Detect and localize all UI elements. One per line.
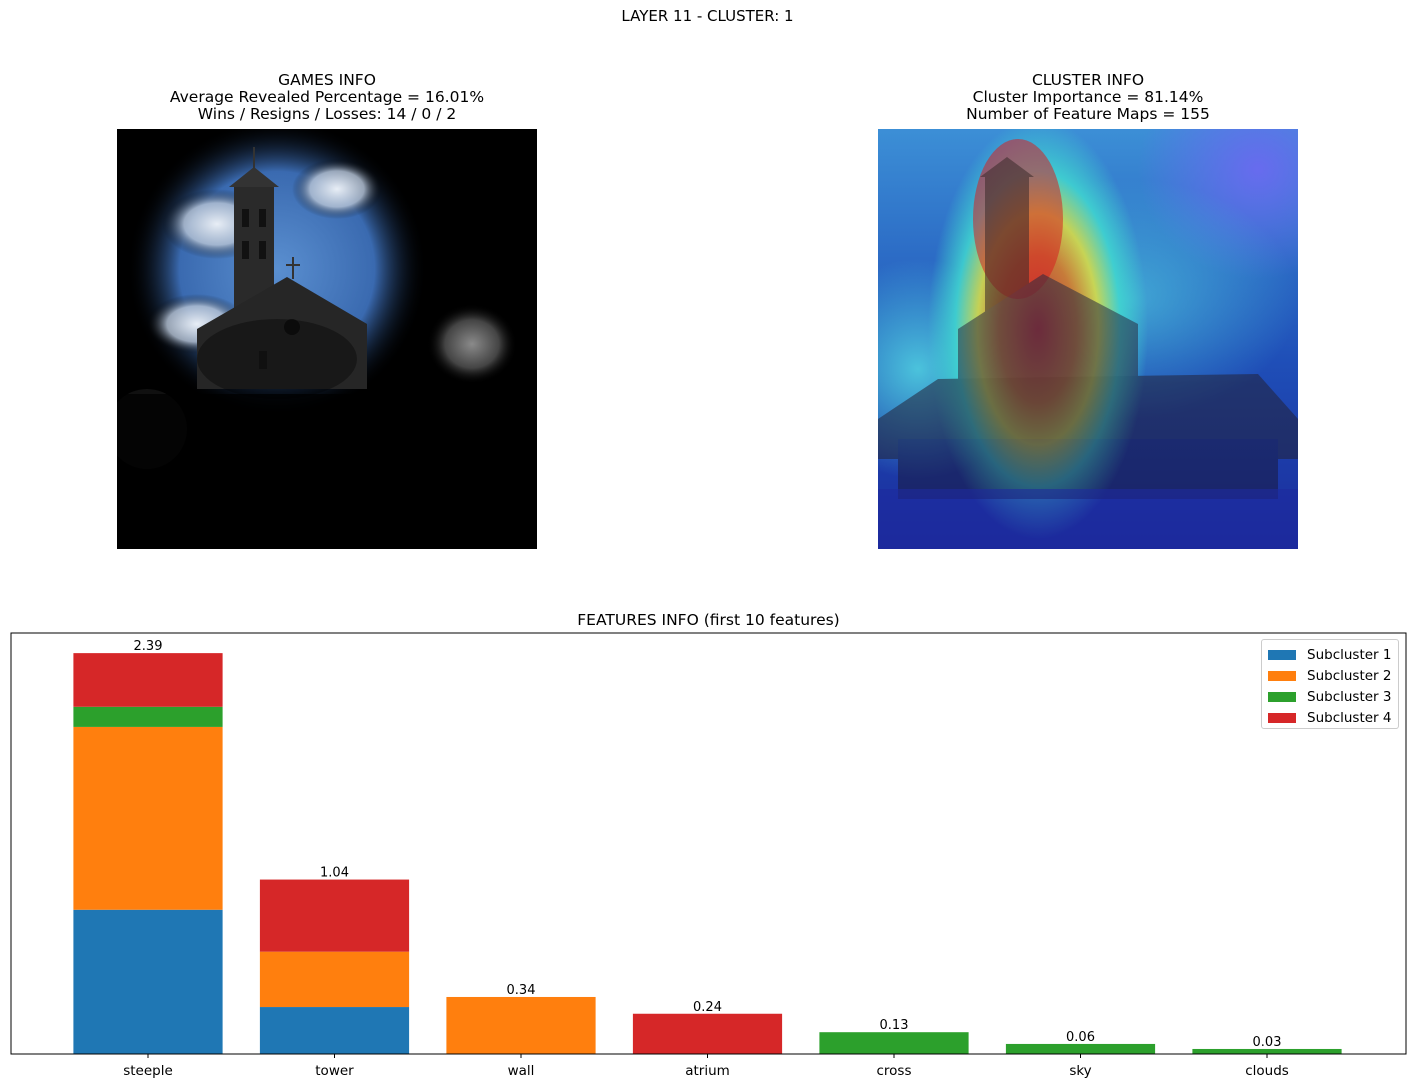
average-revealed-percentage: Average Revealed Percentage = 16.01% — [169, 88, 485, 106]
bar-total-label: 0.03 — [1253, 1035, 1282, 1050]
games-info-title: GAMES INFO Average Revealed Percentage =… — [117, 72, 537, 123]
bar-total-label: 1.04 — [320, 866, 349, 881]
legend-swatch-subcluster-1 — [1268, 649, 1296, 660]
bar-tower-subcluster-4 — [259, 879, 410, 952]
x-tick-label: atrium — [685, 1063, 730, 1079]
cluster-importance: Cluster Importance = 81.14% — [972, 88, 1204, 106]
games-info-heading: GAMES INFO — [278, 71, 376, 89]
legend-item-subcluster-3: Subcluster 3 — [1268, 686, 1392, 707]
plot-frame — [10, 632, 1407, 1055]
x-tick-label: wall — [508, 1063, 535, 1079]
bar-tower-subcluster-2 — [259, 951, 410, 1008]
bar-total-label: 0.24 — [693, 1000, 722, 1015]
bar-steeple-subcluster-3 — [73, 706, 223, 727]
bar-total-label: 0.34 — [507, 983, 536, 998]
bar-tower-subcluster-1 — [259, 1007, 410, 1054]
legend-item-subcluster-2: Subcluster 2 — [1268, 665, 1392, 686]
bar-wall-subcluster-2 — [446, 996, 596, 1054]
bar-total-label: 2.39 — [134, 639, 163, 654]
bar-atrium-subcluster-4 — [632, 1013, 783, 1054]
bar-total-label: 0.13 — [880, 1018, 909, 1033]
legend-item-subcluster-1: Subcluster 1 — [1268, 644, 1392, 665]
legend-label: Subcluster 1 — [1307, 646, 1392, 663]
legend-swatch-subcluster-2 — [1268, 670, 1296, 681]
bar-total-label: 0.06 — [1066, 1030, 1095, 1045]
cluster-info-heading: CLUSTER INFO — [1031, 71, 1145, 89]
legend-label: Subcluster 3 — [1307, 688, 1392, 705]
x-tick-label: clouds — [1245, 1063, 1289, 1079]
bar-steeple-subcluster-1 — [73, 909, 223, 1054]
bar-steeple-subcluster-2 — [73, 726, 223, 910]
bar-sky-subcluster-3 — [1005, 1043, 1156, 1054]
legend-swatch-subcluster-3 — [1268, 691, 1296, 702]
chart-legend: Subcluster 1 Subcluster 2 Subcluster 3 S… — [1261, 639, 1399, 729]
feature-map-count: Number of Feature Maps = 155 — [966, 105, 1210, 123]
legend-label: Subcluster 2 — [1307, 667, 1392, 684]
legend-item-subcluster-4: Subcluster 4 — [1268, 707, 1392, 728]
bar-cross-subcluster-3 — [819, 1032, 969, 1054]
bar-clouds-subcluster-3 — [1192, 1048, 1342, 1054]
wins-resigns-losses: Wins / Resigns / Losses: 14 / 0 / 2 — [197, 105, 457, 123]
x-tick-label: sky — [1069, 1063, 1091, 1079]
x-tick-label: steeple — [123, 1063, 173, 1079]
legend-swatch-subcluster-4 — [1268, 712, 1296, 723]
x-tick-label: tower — [315, 1063, 354, 1079]
cluster-info-title: CLUSTER INFO Cluster Importance = 81.14%… — [878, 72, 1298, 123]
bar-steeple-subcluster-4 — [73, 653, 223, 707]
revealed-image — [117, 129, 537, 549]
heatmap-image — [878, 129, 1298, 549]
chart-title: FEATURES INFO (first 10 features) — [577, 611, 840, 629]
legend-label: Subcluster 4 — [1307, 709, 1392, 726]
x-tick-label: cross — [876, 1063, 911, 1079]
figure-title: LAYER 11 - CLUSTER: 1 — [621, 7, 794, 25]
